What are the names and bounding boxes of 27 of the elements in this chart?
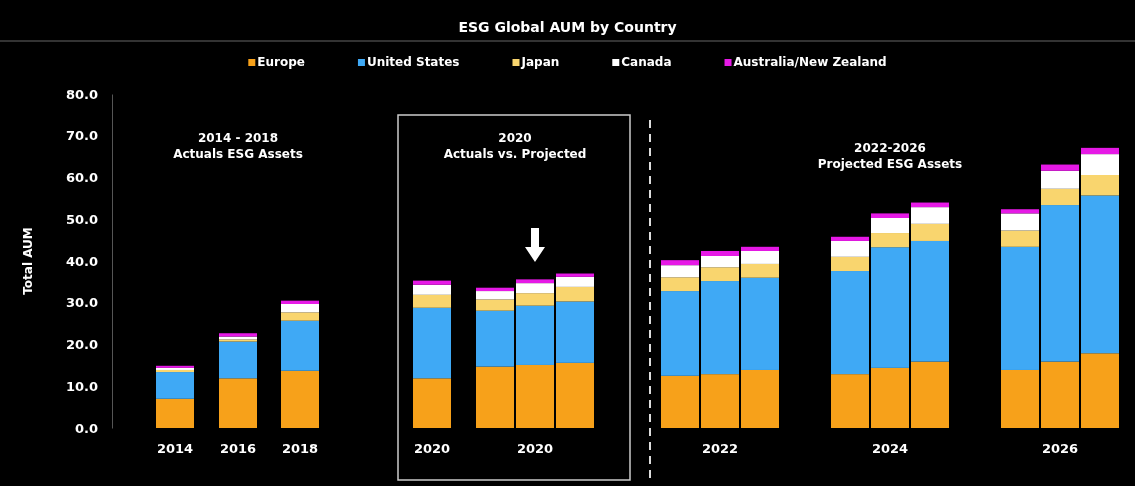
- legend-label: Australia/New Zealand: [733, 55, 887, 69]
- x-tick-label: 2014: [156, 441, 194, 456]
- x-tick-label: 2016: [219, 441, 257, 456]
- annotation: 2022-2026 Projected ESG Assets: [817, 141, 963, 171]
- legend-label: Canada: [621, 55, 672, 69]
- legend-label: United States: [366, 55, 460, 69]
- y-tick-label: 0.0: [74, 420, 98, 436]
- x-tick-label: 2022: [701, 441, 739, 456]
- x-tick-label: 2020: [413, 441, 451, 456]
- x-tick-label: 2018: [281, 441, 319, 456]
- y-tick-label: 70.0: [65, 128, 98, 144]
- annotation: 2014 - 2018 Actuals ESG Assets: [173, 131, 303, 161]
- y-tick-label: 30.0: [65, 295, 98, 311]
- y-tick-label: 10.0: [65, 378, 98, 394]
- y-tick-label: 50.0: [65, 211, 98, 227]
- annotation: 2020 Actuals vs. Projected: [443, 131, 587, 161]
- y-tick-label: 40.0: [65, 253, 98, 269]
- chart-title: ESG Global AUM by Country: [458, 19, 677, 35]
- x-tick-label: 2024: [871, 441, 909, 456]
- x-tick-label: 2026: [1041, 441, 1079, 456]
- y-tick-label: 60.0: [65, 170, 98, 186]
- legend-label: Japan: [520, 55, 560, 69]
- x-tick-label: 2020: [516, 441, 554, 456]
- y-axis-title: Total AUM: [21, 227, 35, 295]
- y-tick-label: 20.0: [65, 337, 98, 353]
- y-tick-label: 80.0: [65, 86, 98, 102]
- legend-label: Europe: [257, 55, 305, 69]
